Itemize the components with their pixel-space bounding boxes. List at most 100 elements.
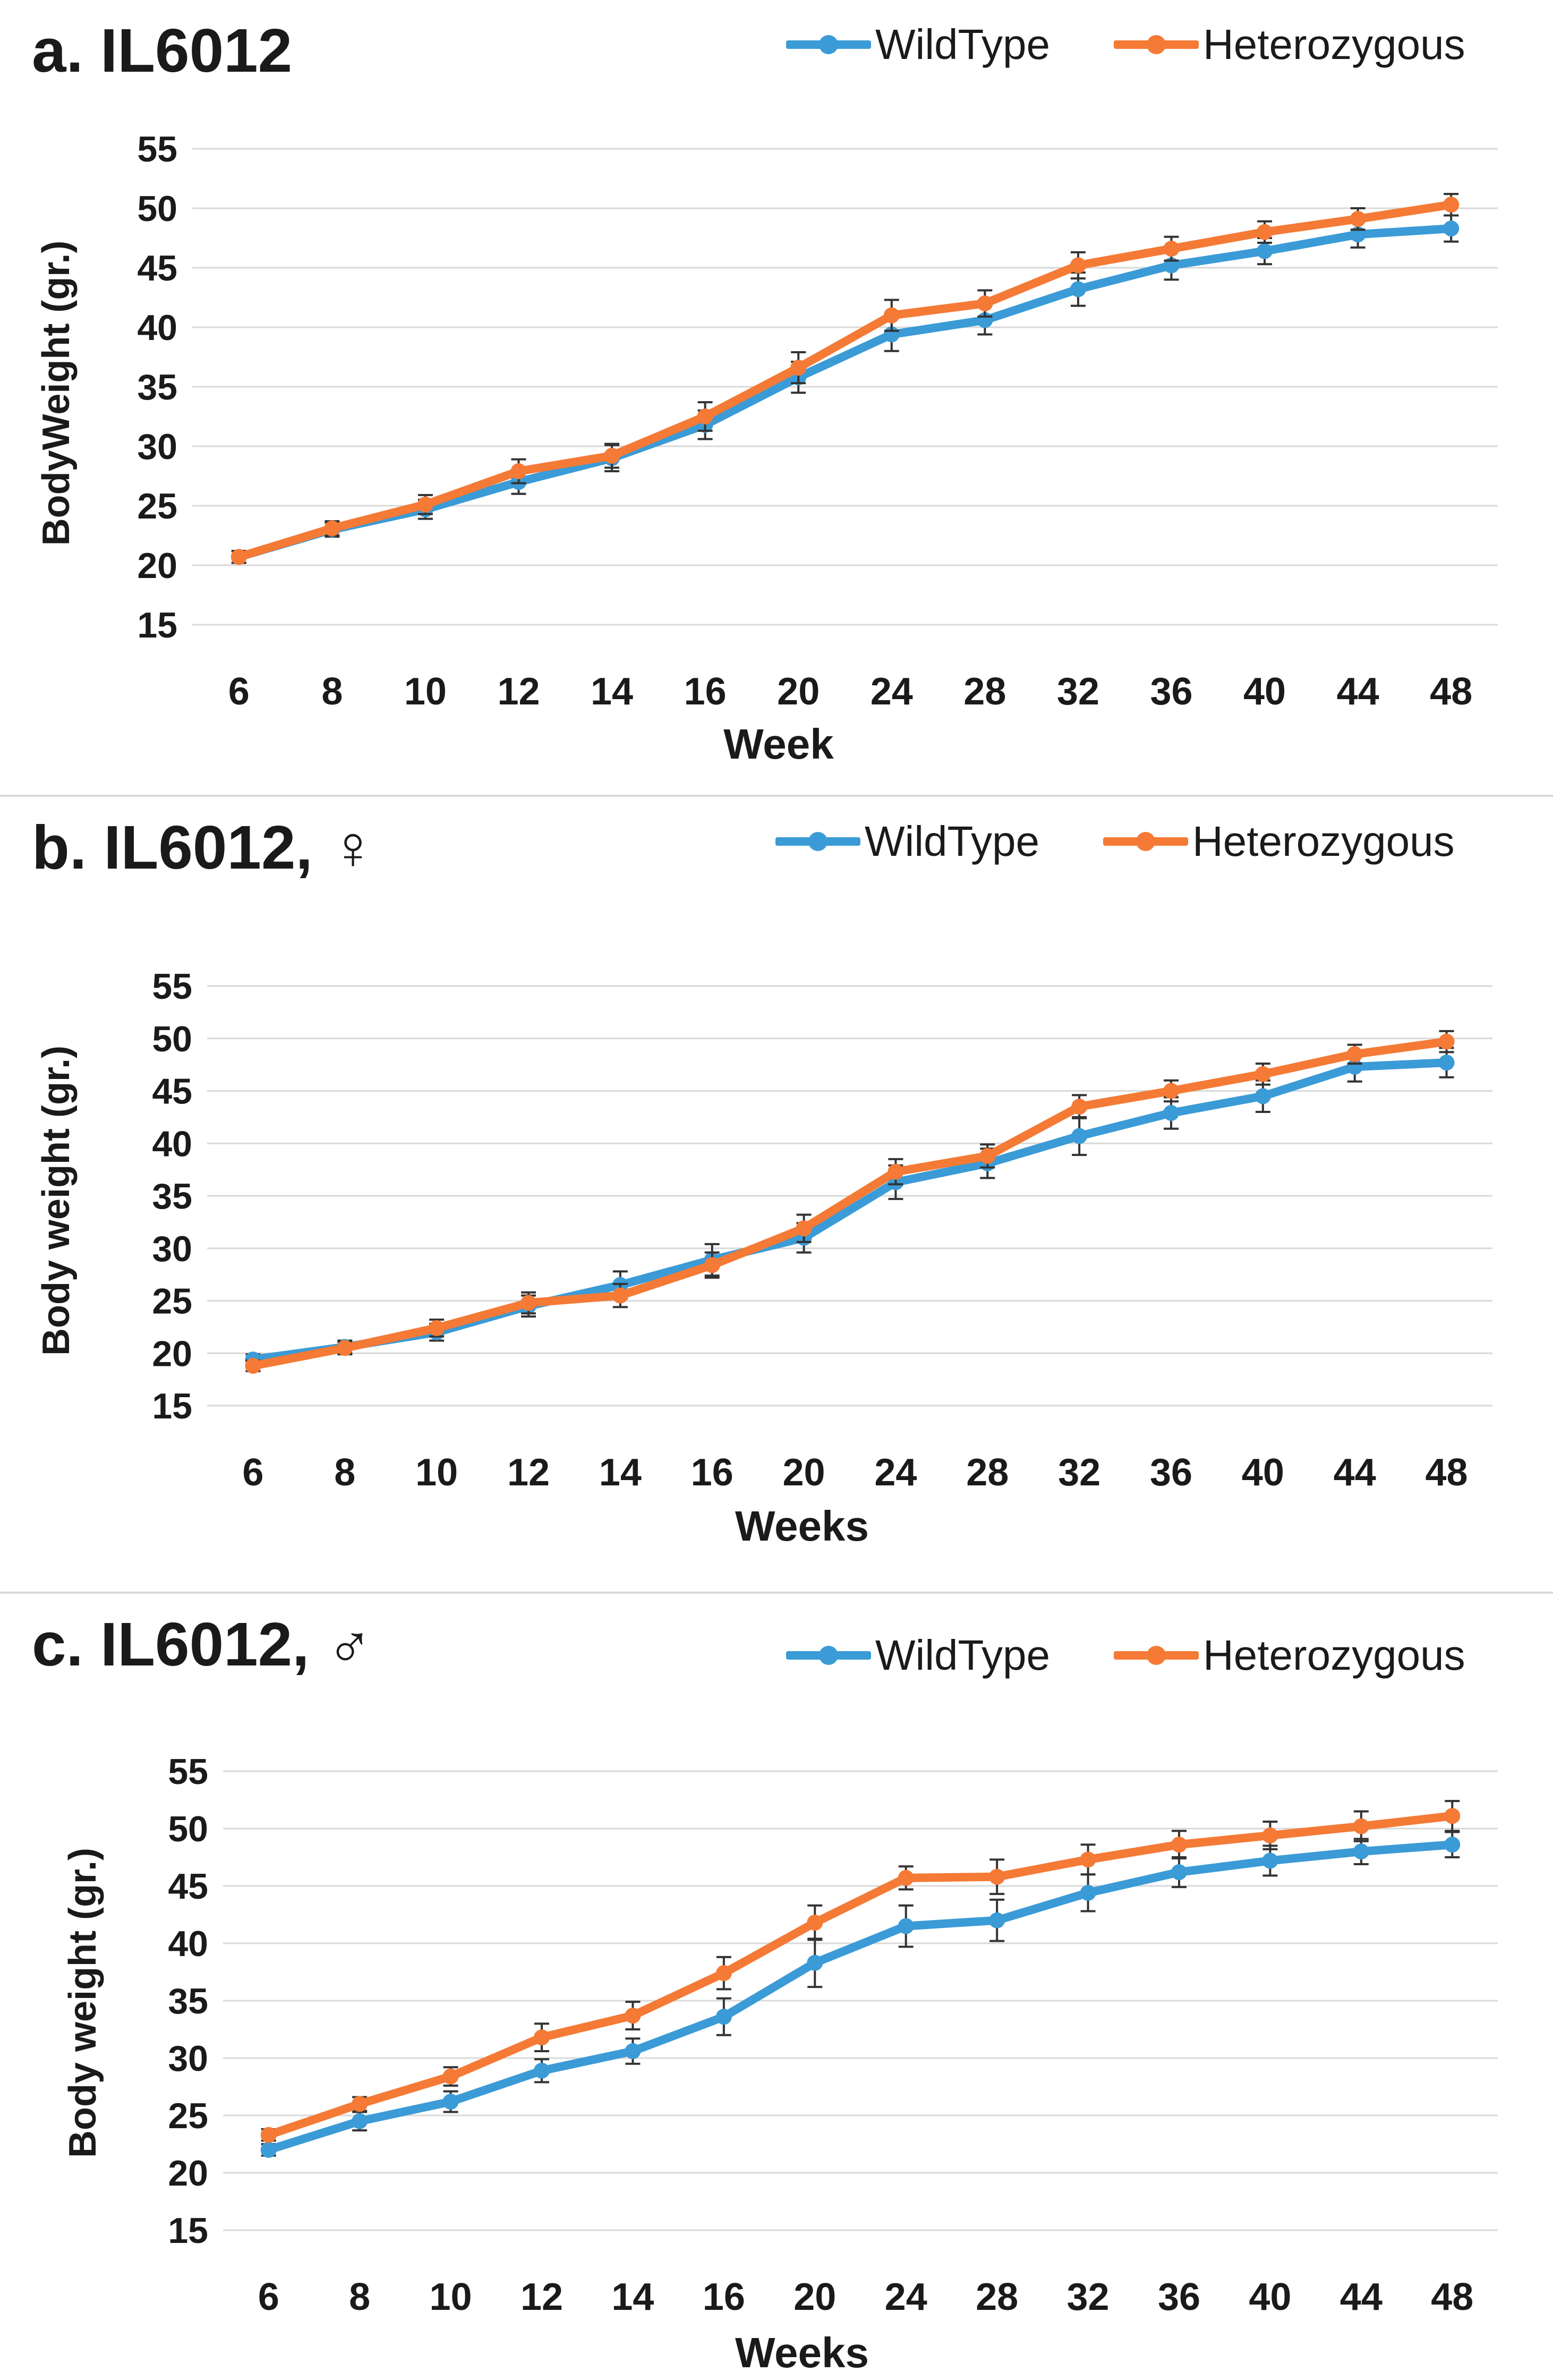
legend-swatch-wildtype-icon [775,832,860,851]
data-point-heterozygous [1080,1851,1096,1868]
data-point-heterozygous [704,1257,720,1273]
data-point-heterozygous [1353,1818,1369,1834]
x-tick-label: 24 [885,2276,927,2318]
data-point-wildtype [1438,1055,1455,1071]
y-tick-label: 40 [137,308,177,348]
data-point-heterozygous [245,1357,261,1374]
legend-swatch-heterozygous-icon [1113,35,1199,54]
legend-entry-wildtype: WildType [786,20,1050,69]
data-point-heterozygous [1444,1808,1461,1824]
x-tick-label: 32 [1067,2276,1110,2318]
data-point-heterozygous [1163,241,1180,257]
x-tick-label: 6 [258,2276,279,2318]
data-point-heterozygous [1070,257,1086,274]
x-tick-label: 12 [520,2276,563,2318]
panel-c-title: c. IL6012, ♂ [32,1610,373,1679]
y-tick-label: 15 [152,1386,192,1426]
x-tick-label: 14 [599,1451,642,1494]
data-point-heterozygous [417,496,433,513]
x-tick-label: 10 [415,1451,458,1494]
panel-a-title: a. IL6012 [32,16,293,85]
data-point-heterozygous [715,1965,732,1982]
x-tick-label: 28 [966,1451,1009,1494]
data-point-heterozygous [989,1868,1005,1885]
panel-a-legend: WildType Heterozygous [786,20,1529,69]
data-point-heterozygous [888,1163,904,1180]
data-point-wildtype [715,2009,732,2025]
x-tick-label: 14 [591,670,633,713]
x-tick-label: 8 [334,1451,355,1494]
data-point-wildtype [1071,1128,1088,1144]
x-tick-label: 48 [1430,670,1472,713]
legend-swatch-heterozygous-icon [1103,832,1188,851]
x-tick-label: 40 [1249,2276,1291,2318]
y-tick-label: 55 [168,1752,208,1792]
data-point-heterozygous [898,1869,914,1886]
series-line-heterozygous [249,1037,1451,1370]
data-point-heterozygous [790,360,807,376]
y-tick-label: 20 [168,2153,208,2194]
x-tick-label: 20 [793,2276,836,2318]
data-point-heterozygous [510,463,527,480]
y-tick-label: 40 [168,1924,208,1964]
data-point-heterozygous [796,1220,812,1237]
x-tick-label: 24 [874,1451,917,1494]
data-point-heterozygous [324,520,340,537]
data-point-wildtype [625,2043,641,2060]
y-tick-label: 25 [168,2096,208,2136]
legend-label-wildtype: WildType [865,818,1039,865]
data-point-heterozygous [1257,224,1273,240]
data-point-wildtype [352,2113,368,2129]
data-point-wildtype [1070,281,1086,298]
data-point-heterozygous [883,307,900,324]
data-point-wildtype [534,2062,550,2079]
panel-c: c. IL6012, ♂ WildType Heterozygous 15 20 2… [0,1594,1553,2380]
data-point-heterozygous [625,2008,641,2024]
data-point-heterozygous [612,1287,628,1304]
legend-label-heterozygous: Heterozygous [1202,21,1465,68]
data-point-heterozygous [1171,1837,1187,1853]
y-tick-label: 55 [137,129,177,169]
x-tick-label: 40 [1243,670,1286,713]
x-axis-label: Weeks [735,1502,869,1550]
x-axis-label: Weeks [735,2329,869,2376]
data-point-wildtype [1444,1837,1461,1853]
x-tick-label: 32 [1058,1451,1100,1494]
data-point-heterozygous [1071,1099,1088,1115]
x-tick-label: 10 [404,670,447,713]
series-line-wildtype [249,1058,1451,1364]
y-axis-label: Body weight (gr.) [62,1848,104,2158]
x-tick-label: 44 [1334,1451,1376,1494]
x-tick-label: 10 [430,2276,472,2318]
data-point-wildtype [807,1954,823,1971]
x-tick-label: 24 [871,670,913,713]
y-tick-label: 15 [137,605,177,645]
panel-c-legend: WildType Heterozygous [786,1631,1529,1680]
series-line-wildtype [234,224,1456,562]
data-point-heterozygous [337,1340,353,1356]
data-point-wildtype [1080,1884,1096,1901]
y-tick-label: 40 [152,1124,192,1164]
y-tick-label: 35 [168,1981,208,2021]
x-tick-label: 28 [963,670,1006,713]
y-tick-label: 25 [137,486,177,526]
y-tick-label: 15 [168,2211,208,2251]
legend-entry-heterozygous: Heterozygous [1113,20,1465,69]
y-tick-label: 45 [137,248,177,288]
x-tick-label: 48 [1431,2276,1473,2318]
x-tick-label: 6 [242,1451,263,1494]
data-point-wildtype [1353,1843,1369,1860]
data-point-wildtype [898,1918,914,1934]
x-tick-label: 20 [777,670,820,713]
data-point-heterozygous [442,2068,459,2085]
data-point-heterozygous [1350,211,1366,227]
x-tick-label: 16 [703,2276,745,2318]
data-point-heterozygous [807,1915,823,1931]
plot-a: 15 20 25 30 35 40 45 50 55 6 8 10 12 14 16 20 24 28 32 36 4… [35,129,1498,768]
data-point-heterozygous [1262,1827,1278,1843]
data-point-wildtype [1171,1864,1187,1881]
y-tick-label: 50 [152,1019,192,1059]
y-tick-label: 45 [168,1866,208,1907]
data-point-heterozygous [1438,1033,1455,1050]
